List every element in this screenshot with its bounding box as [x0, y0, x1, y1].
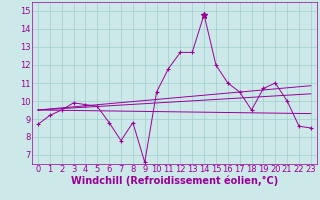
X-axis label: Windchill (Refroidissement éolien,°C): Windchill (Refroidissement éolien,°C) — [71, 176, 278, 186]
